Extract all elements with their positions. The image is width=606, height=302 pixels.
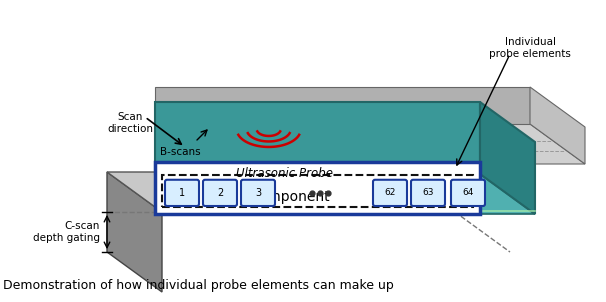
Text: 64: 64 [462,188,474,198]
Polygon shape [530,87,585,164]
FancyBboxPatch shape [451,180,485,206]
FancyBboxPatch shape [373,180,407,206]
FancyBboxPatch shape [411,180,445,206]
Text: 2: 2 [217,188,223,198]
Text: C-scan
depth gating: C-scan depth gating [33,221,100,243]
Text: Component: Component [250,190,330,204]
Polygon shape [107,172,510,212]
FancyBboxPatch shape [203,180,237,206]
Text: Demonstration of how individual probe elements can make up: Demonstration of how individual probe el… [3,279,394,292]
Text: Ultrasonic Probe: Ultrasonic Probe [236,167,333,180]
Text: Individual
probe elements: Individual probe elements [489,37,571,59]
Polygon shape [155,174,535,214]
Polygon shape [480,102,535,214]
Text: 3: 3 [255,188,261,198]
FancyBboxPatch shape [165,180,199,206]
Text: B-scans: B-scans [160,147,201,157]
Polygon shape [107,172,162,292]
Polygon shape [155,102,480,174]
Text: 62: 62 [384,188,396,198]
Text: Scan
direction: Scan direction [107,112,153,133]
Text: 63: 63 [422,188,434,198]
Polygon shape [155,87,530,124]
Text: 1: 1 [179,188,185,198]
FancyBboxPatch shape [241,180,275,206]
FancyBboxPatch shape [155,162,480,214]
Polygon shape [155,124,585,164]
